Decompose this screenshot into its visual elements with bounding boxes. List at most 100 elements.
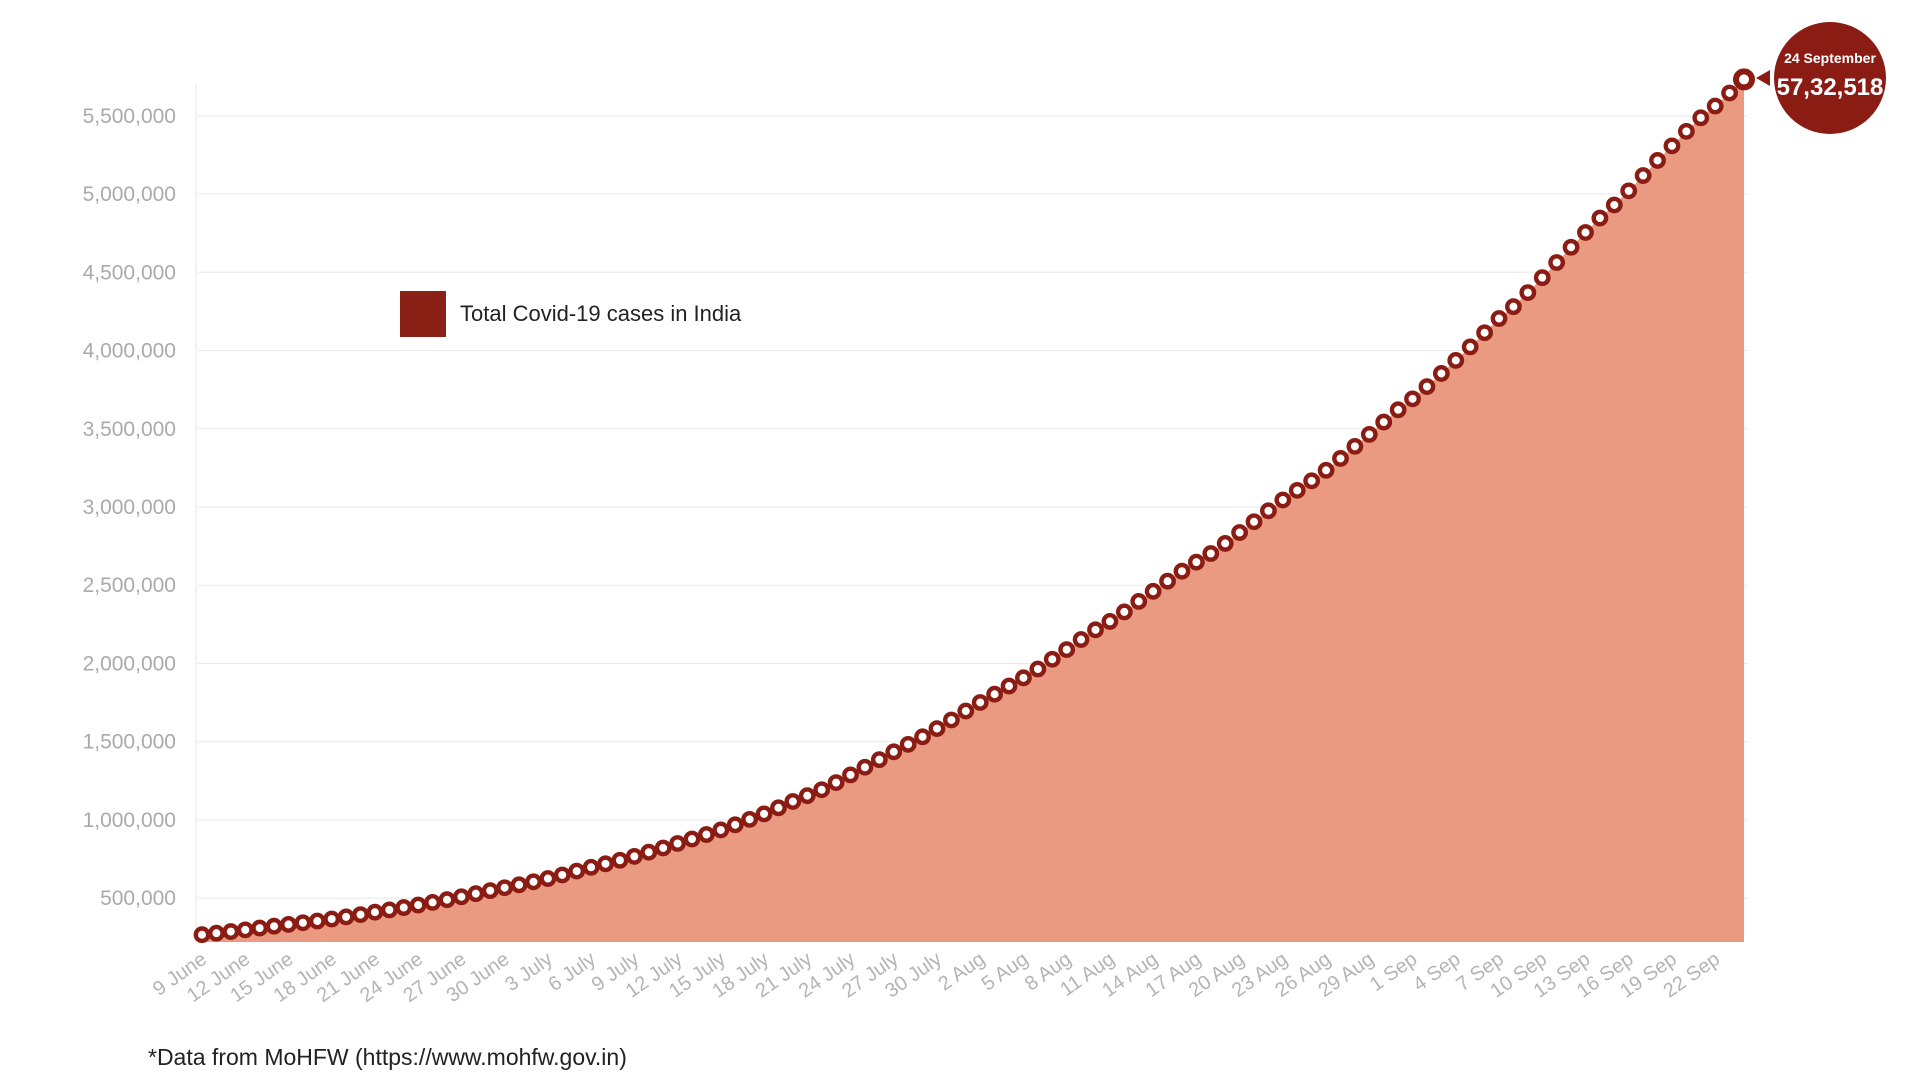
data-point: [1591, 209, 1609, 227]
data-point: [366, 903, 384, 921]
y-tick-label: 1,000,000: [83, 809, 176, 832]
data-point: [1000, 677, 1018, 695]
data-point: [1490, 310, 1508, 327]
data-point: [1173, 562, 1191, 580]
data-point: [1216, 535, 1234, 552]
data-point: [525, 873, 542, 891]
y-tick-label: 3,000,000: [83, 496, 176, 519]
data-point: [1375, 413, 1393, 431]
data-point: [467, 885, 485, 903]
data-point: [481, 882, 499, 900]
data-point: [928, 720, 946, 737]
data-markers: [193, 68, 1755, 944]
data-point: [1418, 378, 1436, 395]
data-point: [568, 862, 586, 880]
data-point: [1649, 152, 1666, 169]
data-point: [813, 781, 831, 799]
data-point: [899, 735, 917, 753]
data-point: [1043, 650, 1061, 668]
data-point: [280, 916, 297, 933]
data-point: [1288, 481, 1306, 499]
y-axis-tick-labels: 500,000 1,000,000 1,500,000 2,000,000 2,500,…: [83, 105, 176, 910]
data-point: [1620, 182, 1638, 200]
data-point: [1677, 122, 1695, 140]
data-point: [697, 826, 715, 843]
data-point: [770, 799, 787, 817]
data-point: [1245, 513, 1263, 531]
data-point: [683, 830, 701, 848]
data-point: [1476, 324, 1494, 342]
data-point: [539, 870, 557, 887]
callout-pointer: [1756, 70, 1770, 86]
x-tick-label: 2 Aug: [935, 948, 990, 995]
data-point: [1346, 437, 1364, 455]
y-tick-label: 5,000,000: [83, 183, 176, 206]
data-point: [1505, 298, 1522, 316]
data-point: [784, 793, 802, 810]
y-tick-label: 5,500,000: [83, 105, 176, 128]
x-tick-label: 3 July: [501, 948, 556, 996]
data-point: [1706, 97, 1724, 115]
legend-swatch: [400, 291, 446, 337]
data-point: [496, 879, 514, 897]
x-tick-label: 1 Sep: [1366, 948, 1421, 996]
data-point: [337, 908, 355, 926]
data-point: [712, 821, 730, 839]
data-point: [625, 847, 643, 865]
data-point: [265, 917, 283, 935]
y-tick-label: 4,000,000: [83, 340, 176, 363]
data-point: [380, 901, 398, 919]
data-point: [1562, 238, 1580, 256]
data-point: [409, 896, 427, 914]
data-point: [1029, 660, 1047, 678]
data-point: [914, 728, 931, 746]
source-note: *Data from MoHFW (https://www.mohfw.gov.…: [148, 1044, 627, 1070]
data-point: [582, 858, 600, 876]
callout-date: 24 September: [1784, 50, 1876, 66]
data-point: [611, 851, 629, 869]
data-point: [597, 855, 614, 873]
data-point: [1303, 472, 1321, 490]
data-point: [1721, 84, 1738, 102]
x-tick-label: 4 Sep: [1409, 948, 1464, 996]
data-point: [1733, 68, 1755, 91]
cases-area: [202, 79, 1744, 943]
data-point: [424, 894, 441, 911]
data-point: [1432, 365, 1450, 382]
data-point: [1072, 631, 1090, 648]
data-point: [1260, 502, 1277, 520]
data-point: [1447, 352, 1465, 369]
data-point: [957, 702, 975, 720]
data-point: [1015, 669, 1032, 687]
data-point: [726, 816, 744, 834]
data-point: [1360, 425, 1378, 443]
y-tick-label: 2,500,000: [83, 574, 176, 597]
data-point: [640, 843, 658, 861]
data-point: [1058, 641, 1076, 659]
data-point: [1317, 461, 1335, 479]
y-tick-label: 4,500,000: [83, 261, 176, 284]
data-point: [1087, 621, 1104, 639]
data-point: [1461, 338, 1479, 356]
data-point: [1332, 450, 1349, 467]
data-point: [971, 694, 989, 711]
data-point: [1159, 572, 1176, 590]
callout-bubble: [1774, 22, 1886, 134]
legend: Total Covid-19 cases in India: [400, 291, 742, 337]
data-point: [1692, 109, 1710, 127]
y-tick-label: 1,500,000: [83, 731, 176, 754]
data-point: [308, 912, 326, 930]
data-point: [222, 923, 240, 940]
data-point: [1274, 491, 1292, 509]
data-point: [1115, 603, 1133, 621]
legend-label: Total Covid-19 cases in India: [460, 301, 742, 326]
data-point: [986, 685, 1004, 703]
data-point: [395, 899, 413, 916]
data-point: [452, 888, 470, 906]
data-point: [438, 891, 456, 909]
data-point: [741, 810, 759, 828]
data-point: [208, 924, 225, 942]
